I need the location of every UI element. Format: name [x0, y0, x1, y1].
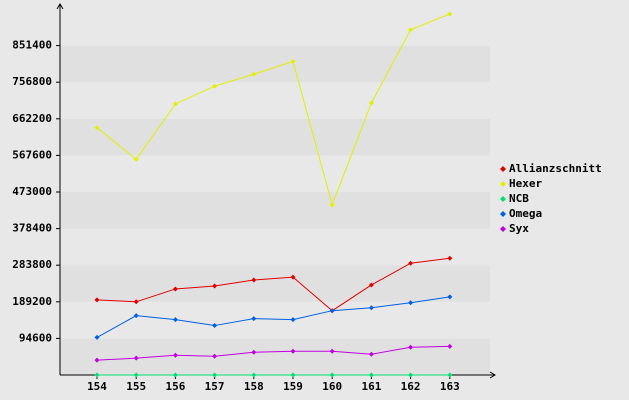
- data-point: [133, 372, 139, 378]
- legend-marker: [500, 181, 506, 187]
- data-point: [212, 283, 218, 289]
- data-point: [290, 274, 296, 280]
- data-point: [212, 353, 218, 359]
- data-point: [290, 372, 296, 378]
- data-point: [212, 83, 218, 89]
- data-point: [172, 286, 178, 292]
- data-point: [329, 372, 335, 378]
- x-tick-label: 160: [322, 380, 342, 393]
- data-point: [447, 255, 453, 261]
- plot-band: [60, 9, 490, 46]
- legend-marker: [500, 196, 506, 202]
- data-point: [368, 305, 374, 311]
- legend-label: Allianzschnitt: [509, 162, 602, 175]
- data-point: [408, 372, 414, 378]
- data-point: [212, 323, 218, 329]
- data-point: [290, 317, 296, 323]
- data-point: [447, 294, 453, 300]
- x-tick-label: 154: [87, 380, 107, 393]
- series-line: [96, 296, 450, 338]
- series-line: [96, 345, 450, 361]
- legend-marker: [500, 226, 506, 232]
- plot-band: [60, 192, 490, 229]
- data-point: [251, 277, 257, 283]
- legend-label: Syx: [509, 222, 529, 235]
- legend-label: Hexer: [509, 177, 542, 190]
- data-point: [172, 352, 178, 358]
- plot-band: [60, 265, 490, 302]
- data-point: [408, 344, 414, 350]
- series-line: [96, 13, 450, 207]
- y-arrow: [56, 3, 64, 10]
- data-point: [368, 372, 374, 378]
- data-point: [94, 297, 100, 303]
- data-point: [251, 349, 257, 355]
- x-tick-label: 156: [165, 380, 185, 393]
- x-tick-label: 161: [361, 380, 381, 393]
- legend-label: Omega: [509, 207, 542, 220]
- x-tick-label: 155: [126, 380, 146, 393]
- plot-band: [60, 301, 490, 339]
- data-point: [251, 316, 257, 322]
- y-tick-label: 378400: [12, 222, 52, 235]
- data-point: [94, 357, 100, 363]
- data-point: [212, 372, 218, 378]
- legend-label: NCB: [509, 192, 529, 205]
- data-point: [94, 372, 100, 378]
- x-tick-label: 159: [283, 380, 303, 393]
- x-tick-label: 158: [244, 380, 264, 393]
- series-line: [96, 257, 450, 312]
- legend-marker: [500, 166, 506, 172]
- data-point: [368, 100, 374, 106]
- y-tick-label: 473000: [12, 185, 52, 198]
- data-point: [133, 299, 139, 305]
- data-point: [329, 202, 335, 208]
- plot-band: [60, 228, 490, 266]
- data-point: [133, 355, 139, 361]
- data-point: [133, 156, 139, 162]
- data-point: [94, 125, 100, 131]
- data-point: [251, 71, 257, 77]
- data-point: [408, 300, 414, 306]
- data-point: [172, 101, 178, 107]
- x-arrow: [489, 371, 496, 379]
- y-tick-label: 94600: [19, 331, 52, 344]
- data-point: [329, 348, 335, 354]
- data-point: [368, 282, 374, 288]
- data-point: [290, 348, 296, 354]
- y-tick-label: 567600: [12, 148, 52, 161]
- data-point: [172, 317, 178, 323]
- data-point: [251, 372, 257, 378]
- data-point: [408, 27, 414, 33]
- x-tick-label: 157: [205, 380, 225, 393]
- data-point: [329, 308, 335, 314]
- plot-band: [60, 82, 490, 119]
- data-point: [447, 372, 453, 378]
- y-tick-label: 756800: [12, 75, 52, 88]
- y-tick-label: 662200: [12, 112, 52, 125]
- data-point: [172, 372, 178, 378]
- y-tick-label: 189200: [12, 295, 52, 308]
- y-tick-label: 283800: [12, 258, 52, 271]
- x-tick-label: 162: [401, 380, 421, 393]
- data-point: [447, 11, 453, 17]
- data-point: [368, 351, 374, 357]
- plot-band: [60, 118, 490, 156]
- data-point: [290, 58, 296, 64]
- data-point: [94, 334, 100, 340]
- y-tick-label: 851400: [12, 39, 52, 52]
- plot-band: [60, 45, 490, 83]
- x-tick-label: 163: [440, 380, 460, 393]
- plot-band: [60, 338, 490, 375]
- data-point: [408, 260, 414, 266]
- data-point: [133, 313, 139, 319]
- data-point: [447, 343, 453, 349]
- legend-marker: [500, 211, 506, 217]
- plot-band: [60, 155, 490, 192]
